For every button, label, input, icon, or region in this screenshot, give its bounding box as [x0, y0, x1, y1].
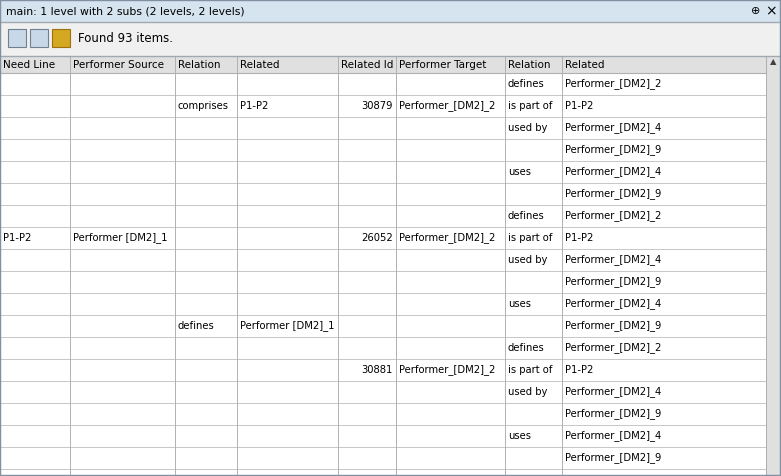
- Text: Performer_[DM2]_4: Performer_[DM2]_4: [565, 167, 662, 178]
- Bar: [0, 359, 766, 381]
- Text: Performer_[DM2]_4: Performer_[DM2]_4: [565, 122, 662, 133]
- Bar: [0, 139, 766, 161]
- Text: Performer_[DM2]_4: Performer_[DM2]_4: [565, 387, 662, 397]
- Bar: [0, 22, 781, 56]
- Text: ▲: ▲: [770, 58, 777, 67]
- Text: 26052: 26052: [362, 233, 393, 243]
- Text: 30881: 30881: [362, 365, 393, 375]
- Bar: [0, 117, 766, 139]
- Bar: [0, 249, 766, 271]
- Text: ov-02_perf4: ov-02_perf4: [399, 475, 458, 476]
- Text: uses: uses: [508, 299, 531, 309]
- Text: Performer_[DM2]_2: Performer_[DM2]_2: [399, 100, 495, 111]
- Text: ov-02_NL1: ov-02_NL1: [178, 475, 230, 476]
- Text: used by: used by: [508, 387, 547, 397]
- Text: Found 93 items.: Found 93 items.: [78, 32, 173, 46]
- Text: uses: uses: [508, 167, 531, 177]
- Text: Performer_[DM2]_4: Performer_[DM2]_4: [565, 298, 662, 309]
- Text: Related: Related: [565, 60, 604, 69]
- Bar: [0, 447, 766, 469]
- Text: Performer_[DM2]_4: Performer_[DM2]_4: [565, 255, 662, 266]
- Text: 450: 450: [374, 475, 393, 476]
- Bar: [8, 29, 26, 47]
- Bar: [0, 469, 766, 476]
- Text: used by: used by: [508, 255, 547, 265]
- Text: Performer_[DM2]_9: Performer_[DM2]_9: [565, 320, 662, 331]
- Text: ⊕: ⊕: [751, 6, 761, 16]
- Text: defines: defines: [508, 211, 545, 221]
- Text: Related: Related: [240, 60, 280, 69]
- Text: Performer_[DM2]_9: Performer_[DM2]_9: [565, 453, 662, 464]
- Bar: [30, 29, 48, 47]
- Bar: [0, 293, 766, 315]
- Bar: [0, 403, 766, 425]
- Text: Performer_[DM2]_2: Performer_[DM2]_2: [399, 233, 495, 243]
- Text: Performer_[DM2]_9: Performer_[DM2]_9: [565, 188, 662, 199]
- Text: Relation: Relation: [508, 60, 551, 69]
- Text: P1-P2: P1-P2: [565, 101, 594, 111]
- Text: used by: used by: [508, 123, 547, 133]
- Bar: [0, 56, 766, 73]
- Text: Performer_[DM2]_9: Performer_[DM2]_9: [565, 277, 662, 288]
- Bar: [0, 205, 766, 227]
- Text: Relation: Relation: [178, 60, 220, 69]
- Text: defines: defines: [508, 79, 545, 89]
- Bar: [0, 227, 766, 249]
- Text: ov-02_perf4: ov-02_perf4: [565, 475, 624, 476]
- Text: is part of: is part of: [508, 365, 552, 375]
- Text: defines: defines: [178, 321, 215, 331]
- Text: P1-P2: P1-P2: [565, 365, 594, 375]
- Text: P1-P2: P1-P2: [240, 101, 269, 111]
- Bar: [0, 161, 766, 183]
- Text: Performer_[DM2]_2: Performer_[DM2]_2: [565, 210, 662, 221]
- Bar: [766, 56, 781, 476]
- Text: defines: defines: [508, 343, 545, 353]
- Text: Performer_[DM2]_2: Performer_[DM2]_2: [565, 79, 662, 89]
- Text: P1-P2: P1-P2: [3, 233, 31, 243]
- Bar: [0, 337, 766, 359]
- Text: Related Id: Related Id: [341, 60, 394, 69]
- Text: Performer_[DM2]_2: Performer_[DM2]_2: [399, 365, 495, 376]
- Text: ×: ×: [765, 4, 777, 18]
- Text: Performer Target: Performer Target: [399, 60, 487, 69]
- Bar: [0, 425, 766, 447]
- Text: is part of: is part of: [508, 233, 552, 243]
- Text: main: 1 level with 2 subs (2 levels, 2 levels): main: 1 level with 2 subs (2 levels, 2 l…: [6, 6, 244, 16]
- Bar: [0, 95, 766, 117]
- Bar: [0, 315, 766, 337]
- Text: uses: uses: [508, 431, 531, 441]
- Text: Performer Source: Performer Source: [73, 60, 164, 69]
- Text: 30879: 30879: [362, 101, 393, 111]
- Bar: [0, 381, 766, 403]
- Bar: [0, 183, 766, 205]
- Text: P1-P2: P1-P2: [565, 233, 594, 243]
- Bar: [0, 73, 766, 95]
- Text: Performer_[DM2]_9: Performer_[DM2]_9: [565, 408, 662, 419]
- Text: Performer_[DM2]_4: Performer_[DM2]_4: [565, 431, 662, 441]
- Text: Performer [DM2]_1: Performer [DM2]_1: [73, 233, 167, 243]
- Text: comprises: comprises: [178, 101, 229, 111]
- Text: Need Line: Need Line: [3, 60, 55, 69]
- Bar: [0, 0, 781, 22]
- Bar: [52, 29, 70, 47]
- Text: Performer_[DM2]_9: Performer_[DM2]_9: [565, 145, 662, 156]
- Text: is part of: is part of: [508, 101, 552, 111]
- Bar: [0, 271, 766, 293]
- Text: defines: defines: [508, 475, 545, 476]
- Text: Performer_[DM2]_2: Performer_[DM2]_2: [565, 343, 662, 354]
- Text: Performer [DM2]_1: Performer [DM2]_1: [240, 320, 334, 331]
